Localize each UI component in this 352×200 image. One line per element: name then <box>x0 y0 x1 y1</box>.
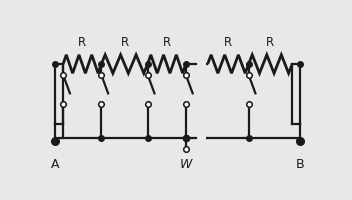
Text: R: R <box>120 36 128 49</box>
Text: W: W <box>180 158 192 171</box>
Text: A: A <box>51 158 59 171</box>
Text: R: R <box>78 36 86 49</box>
Text: R: R <box>266 36 275 49</box>
Text: B: B <box>296 158 305 171</box>
Text: R: R <box>224 36 232 49</box>
Text: R: R <box>163 36 171 49</box>
